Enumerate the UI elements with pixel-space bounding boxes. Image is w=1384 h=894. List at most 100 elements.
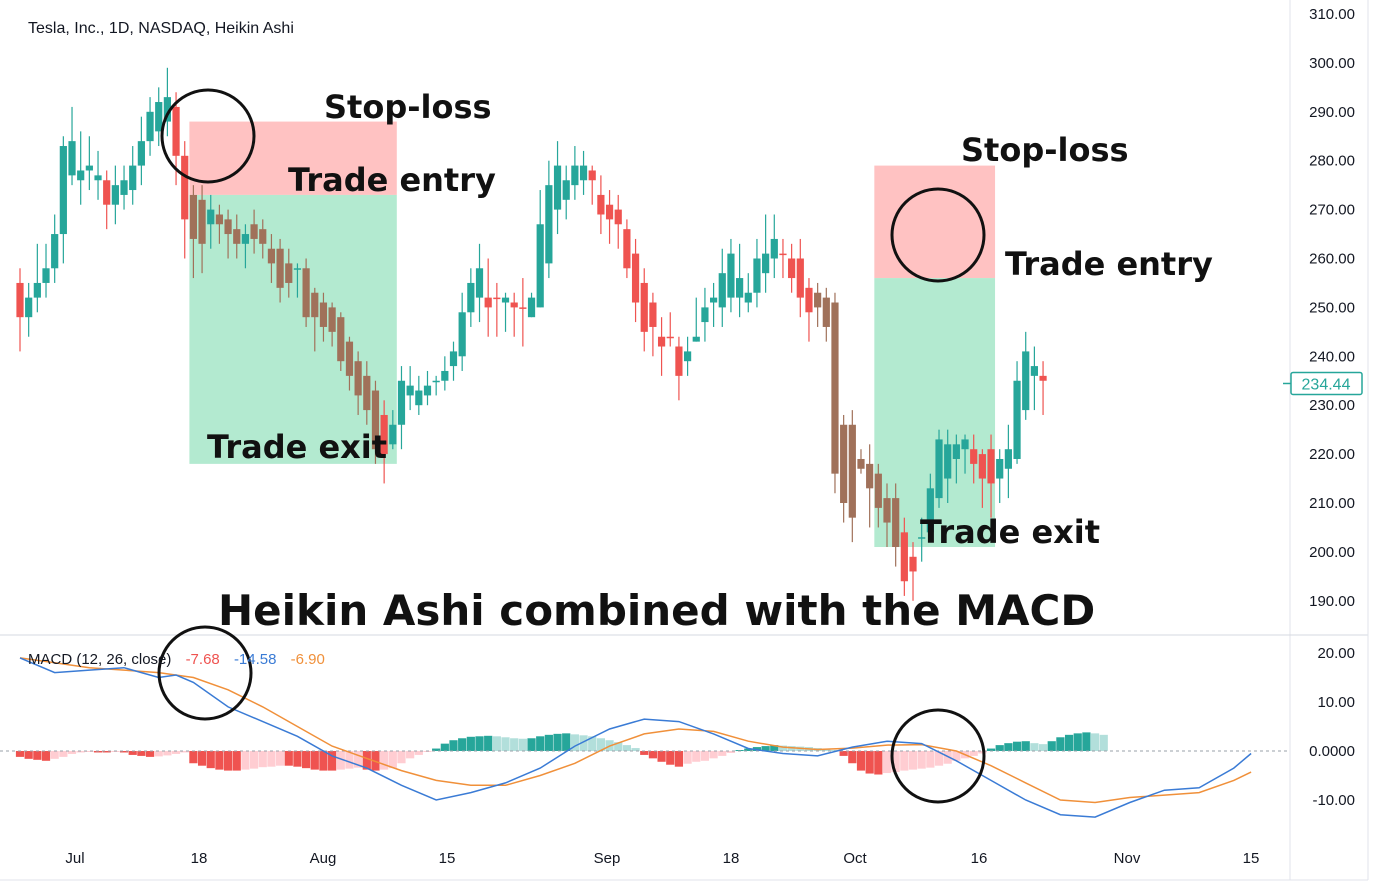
candle-body <box>241 234 250 244</box>
candle <box>181 141 189 259</box>
candle <box>978 449 986 508</box>
candle <box>519 278 527 347</box>
time-axis: Jul 18 Aug 15 Sep 18 Oct 16 Nov 15 <box>65 850 1259 867</box>
macd-histogram-bar <box>15 751 25 757</box>
trade-entry-label: Trade entry <box>288 161 496 199</box>
candle <box>666 312 674 347</box>
macd-histogram-bar <box>770 745 779 751</box>
candle <box>250 209 258 254</box>
price-tick-label: 250.00 <box>1309 299 1355 316</box>
macd-histogram-bar <box>484 735 493 751</box>
candle-body <box>770 238 778 259</box>
candle <box>319 292 328 342</box>
candle-body <box>215 214 224 225</box>
candle <box>94 150 102 200</box>
macd-histogram-bar <box>249 751 259 769</box>
candle <box>623 219 631 279</box>
macd-histogram-bar <box>882 751 892 774</box>
candle-body <box>77 170 85 181</box>
price-tick-label: 190.00 <box>1309 593 1355 610</box>
macd-histogram-bar <box>908 751 918 770</box>
macd-histogram-bar <box>215 751 224 770</box>
highlight-circle <box>890 187 986 283</box>
candle <box>848 410 856 543</box>
candle <box>926 473 934 543</box>
candle-body <box>796 258 804 298</box>
candle-body <box>788 258 796 279</box>
time-tick-label: Nov <box>1114 850 1141 867</box>
candle <box>736 243 744 318</box>
candle <box>59 136 67 264</box>
candle <box>458 292 466 371</box>
macd-histogram-bar <box>570 734 579 751</box>
macd-histogram-bar <box>640 751 649 755</box>
candle <box>657 317 666 376</box>
macd-signal-value: -6.90 <box>291 651 325 668</box>
candle <box>605 190 614 244</box>
candle-body <box>909 556 917 572</box>
macd-histogram-bar <box>1004 743 1013 751</box>
macd-histogram-bar <box>50 751 59 759</box>
candle <box>85 136 93 191</box>
candle-body <box>458 312 466 357</box>
candle <box>649 292 657 357</box>
macd-line <box>19 657 1252 818</box>
price-tick-label: 200.00 <box>1309 544 1355 561</box>
macd-tick-label: 0.0000 <box>1309 743 1355 760</box>
time-tick-label: 15 <box>1243 850 1260 867</box>
macd-line-value: -14.58 <box>234 651 277 668</box>
candle <box>996 449 1004 503</box>
candle <box>42 243 50 298</box>
candle-body <box>371 390 380 450</box>
candle <box>276 238 284 303</box>
macd-histogram-bar <box>900 751 909 771</box>
candle <box>345 336 354 391</box>
macd-histogram-bar <box>145 751 155 757</box>
candle <box>553 141 562 235</box>
time-tick-label: 16 <box>971 850 988 867</box>
candle-body <box>276 248 284 288</box>
macd-histogram-bar <box>414 751 423 755</box>
candle <box>510 292 518 337</box>
candle-body <box>623 229 631 269</box>
candle <box>588 165 596 205</box>
candle <box>103 170 111 230</box>
macd-histogram-bar <box>154 751 163 757</box>
candle <box>501 292 510 332</box>
candle <box>918 517 926 562</box>
candle-body <box>146 111 154 142</box>
candle <box>354 351 362 415</box>
macd-histogram-bar <box>986 748 996 751</box>
candle-body <box>978 454 986 479</box>
candle <box>111 165 119 225</box>
macd-hist-value: -7.68 <box>186 651 220 668</box>
candle-body <box>423 385 432 396</box>
highlight-circle <box>160 88 256 184</box>
candle-body <box>883 498 891 523</box>
candle-body <box>137 141 145 166</box>
candle-body <box>753 258 761 293</box>
candle-body <box>155 102 163 132</box>
macd-histogram-bar <box>458 738 467 751</box>
stop-loss-zone <box>189 121 397 195</box>
macd-histogram-bar <box>189 751 198 764</box>
macd-histogram-bar <box>648 751 658 759</box>
candle-body <box>675 346 683 376</box>
candle-body <box>926 488 934 533</box>
candle <box>51 214 59 283</box>
candle <box>952 434 960 484</box>
candle-body <box>363 375 371 411</box>
macd-histogram-bar <box>362 751 371 770</box>
candle-body <box>181 155 189 220</box>
macd-histogram-bar <box>319 751 328 771</box>
macd-histogram-bar <box>1047 741 1056 751</box>
candle <box>944 429 952 503</box>
candle-body <box>94 175 102 181</box>
candle <box>970 434 978 484</box>
macd-axis: 20.00 10.00 0.0000 -10.00 <box>1309 645 1355 809</box>
candle <box>744 273 752 313</box>
candle <box>805 278 813 342</box>
candle <box>762 214 770 293</box>
candle <box>77 131 85 205</box>
macd-histogram-bar <box>258 751 267 768</box>
